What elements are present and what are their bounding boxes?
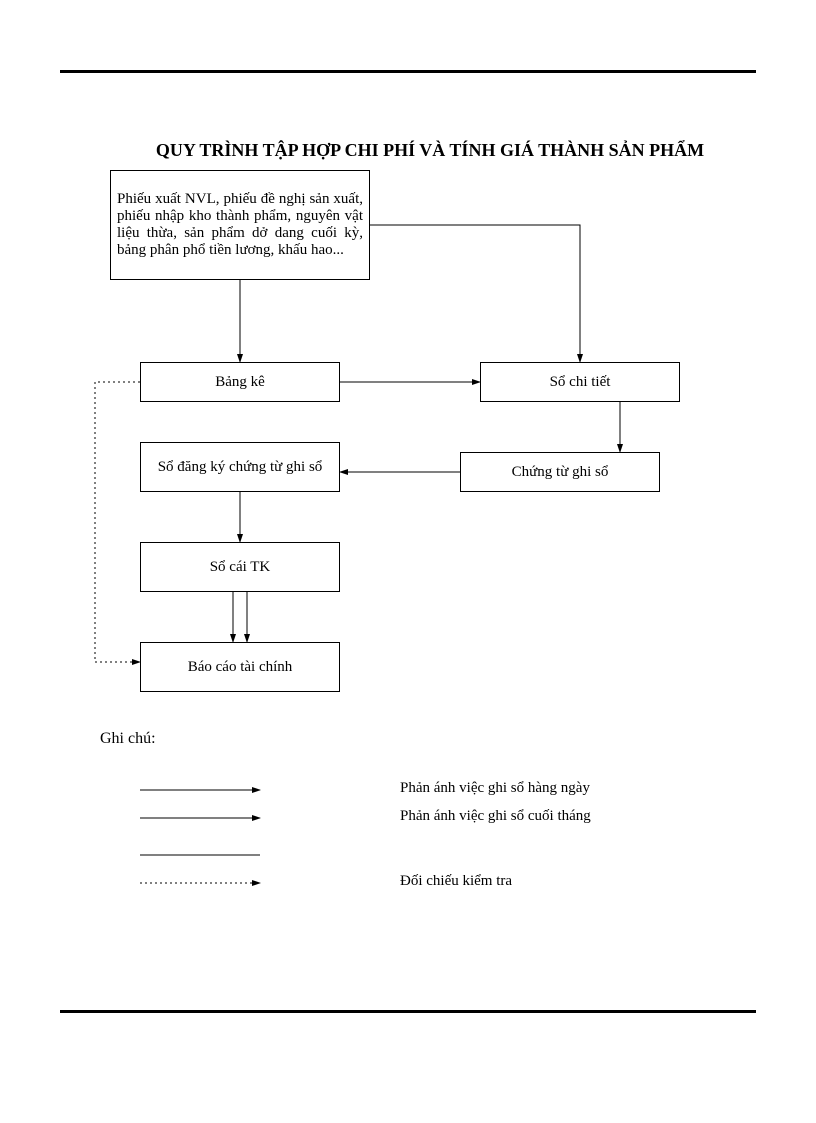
legend-text-1: Phản ánh việc ghi sổ cuối tháng [400,808,591,825]
node-bao-cao: Báo cáo tài chính [140,642,340,692]
node-bang-ke: Bảng kê [140,362,340,402]
node-label: Phiếu xuất NVL, phiếu đề nghị sản xuất, … [117,191,363,259]
page-title: QUY TRÌNH TẬP HỢP CHI PHÍ VÀ TÍNH GIÁ TH… [80,140,780,161]
page: QUY TRÌNH TẬP HỢP CHI PHÍ VÀ TÍNH GIÁ TH… [0,0,816,1123]
node-so-dang-ky: Sổ đăng ký chứng từ ghi sổ [140,442,340,492]
legend-text-0: Phản ánh việc ghi sổ hàng ngày [400,780,590,797]
node-so-chi-tiet: Sổ chi tiết [480,362,680,402]
node-label: Sổ cái TK [210,559,271,576]
node-chung-tu: Chứng từ ghi sổ [460,452,660,492]
notes-heading: Ghi chú: [100,730,156,748]
node-source-docs: Phiếu xuất NVL, phiếu đề nghị sản xuất, … [110,170,370,280]
node-so-cai: Sổ cái TK [140,542,340,592]
node-label: Báo cáo tài chính [188,659,293,676]
legend-text-3: Đối chiếu kiểm tra [400,873,512,890]
node-label: Bảng kê [215,374,265,391]
node-label: Sổ đăng ký chứng từ ghi sổ [158,459,323,476]
bottom-rule [60,1010,756,1013]
node-label: Sổ chi tiết [550,374,611,391]
top-rule [60,70,756,73]
node-label: Chứng từ ghi sổ [512,464,609,481]
flow-edges-svg [0,0,816,1123]
